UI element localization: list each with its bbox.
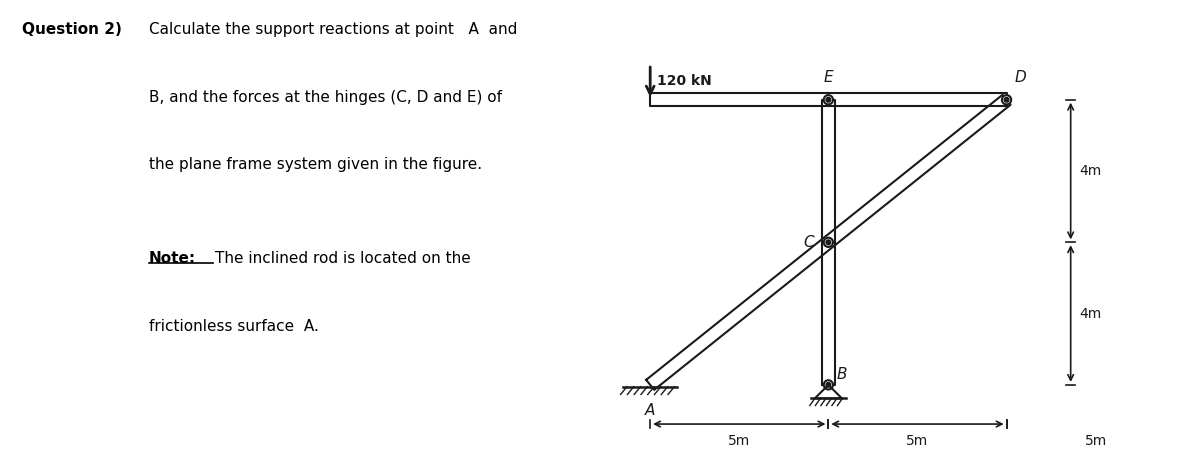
Polygon shape <box>822 100 835 385</box>
Circle shape <box>823 95 833 105</box>
Circle shape <box>1004 97 1009 102</box>
Text: A: A <box>646 403 655 418</box>
Circle shape <box>823 380 833 389</box>
Circle shape <box>823 238 833 247</box>
Text: 4m: 4m <box>1080 164 1102 178</box>
Polygon shape <box>828 93 1007 106</box>
Text: D: D <box>1014 70 1026 85</box>
Text: 5m: 5m <box>906 434 929 448</box>
Text: E: E <box>823 70 833 85</box>
Polygon shape <box>815 385 842 398</box>
Text: C: C <box>804 235 814 250</box>
Text: Note:: Note: <box>149 251 196 266</box>
Circle shape <box>826 383 830 387</box>
Circle shape <box>826 240 830 245</box>
Polygon shape <box>646 95 1010 390</box>
Text: B: B <box>836 367 847 383</box>
Text: Calculate the support reactions at point   A  and: Calculate the support reactions at point… <box>149 22 517 37</box>
Circle shape <box>826 97 830 102</box>
Text: 5m: 5m <box>728 434 750 448</box>
Text: 4m: 4m <box>1080 307 1102 321</box>
Text: 120 kN: 120 kN <box>656 74 712 88</box>
Text: frictionless surface  A.: frictionless surface A. <box>149 319 319 334</box>
Text: 5m: 5m <box>1085 434 1106 448</box>
Text: B, and the forces at the hinges (C, D and E) of: B, and the forces at the hinges (C, D an… <box>149 90 502 105</box>
Circle shape <box>1002 95 1012 105</box>
Text: the plane frame system given in the figure.: the plane frame system given in the figu… <box>149 157 482 172</box>
Text: The inclined rod is located on the: The inclined rod is located on the <box>215 251 472 266</box>
Polygon shape <box>650 93 828 106</box>
Text: Question 2): Question 2) <box>22 22 122 37</box>
